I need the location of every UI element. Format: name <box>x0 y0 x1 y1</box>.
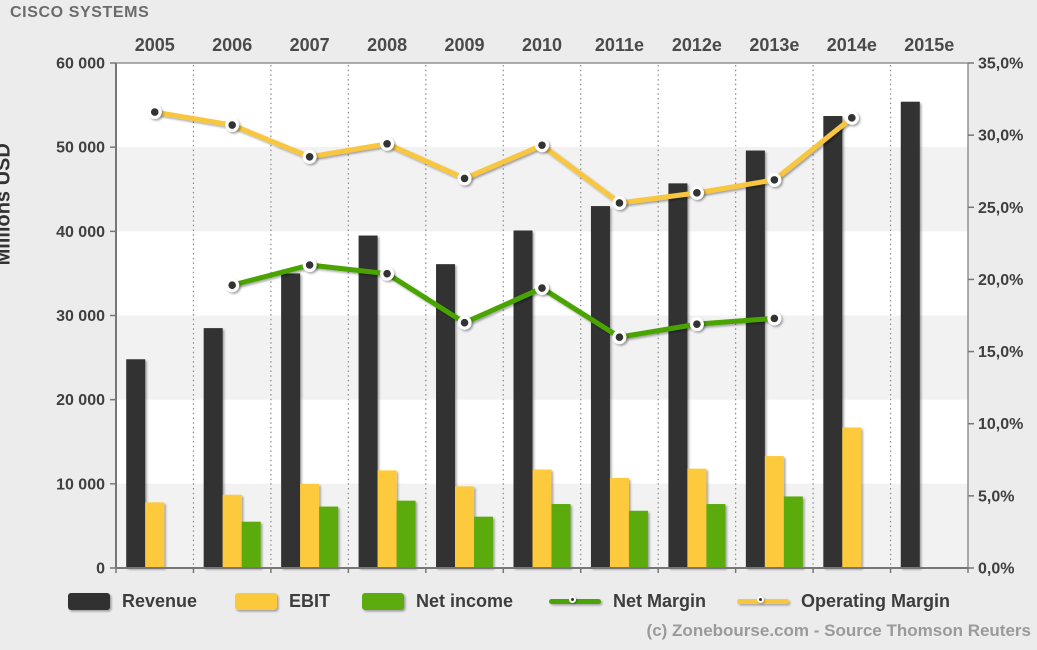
revenue-bar-2010 <box>513 230 533 568</box>
operating-margin-point <box>770 176 779 184</box>
net-income-bar-2007 <box>319 506 339 568</box>
left-axis-tick-label: 20 000 <box>56 392 105 409</box>
legend-label: EBIT <box>289 590 331 611</box>
legend-item-ebit: EBIT <box>235 589 330 613</box>
right-axis-tick-label: 15,0% <box>978 344 1023 361</box>
category-label-2005: 2005 <box>135 35 175 55</box>
net-income-bar-2011e <box>628 510 648 568</box>
left-axis-tick-label: 0 <box>96 561 105 578</box>
right-axis-tick-label: 20,0% <box>978 272 1023 289</box>
right-axis-tick-label: 25,0% <box>978 200 1023 217</box>
operating-margin-point <box>305 152 314 161</box>
net-margin-line <box>229 262 777 340</box>
right-axis-tick-label: 5,0% <box>978 488 1014 505</box>
legend: Revenue EBIT Net income Net Margin Opera… <box>0 589 1037 613</box>
left-axis-title: Millions USD <box>0 143 15 266</box>
revenue-bar-2012e <box>668 183 688 568</box>
revenue-bar-2015e <box>900 101 920 568</box>
revenue-bar-2011e <box>590 206 610 569</box>
legend-label: Net Margin <box>613 590 707 611</box>
net-income-bar-2006 <box>241 521 261 568</box>
ebit-bar-2012e <box>687 468 707 568</box>
category-label-2006: 2006 <box>212 35 252 55</box>
ebit-bar-2014e <box>842 427 862 568</box>
copyright-text: (c) Zonebourse.com - Source Thomson Reut… <box>646 621 1031 640</box>
operating-margin-point <box>460 174 469 183</box>
operating-margin-point <box>150 108 159 116</box>
ebit-bar-2008 <box>377 470 397 568</box>
category-label-2014e: 2014e <box>827 35 877 55</box>
net-margin-point <box>770 314 779 323</box>
ebit-bar-2009 <box>455 486 475 568</box>
category-label-2007: 2007 <box>290 35 330 55</box>
category-label-2010: 2010 <box>522 35 562 55</box>
operating-margin-line <box>152 109 855 206</box>
net-income-bar-2010 <box>551 504 571 568</box>
revenue-bar-2007 <box>281 273 301 568</box>
ebit-bar-2007 <box>300 483 320 568</box>
operating-margin-point <box>693 189 701 197</box>
operating-margin-point <box>615 199 624 207</box>
net-margin-point <box>538 284 546 292</box>
legend-item-revenue: Revenue <box>68 589 197 613</box>
category-label-2011e: 2011e <box>595 35 644 55</box>
line-swatch-dot <box>569 595 576 603</box>
net-income-bar-2008 <box>396 500 416 568</box>
right-axis-tick-label: 0,0% <box>978 561 1014 578</box>
right-axis-tick-label: 35,0% <box>978 56 1023 73</box>
net-margin-point <box>383 269 391 278</box>
operating-margin-point <box>383 140 391 148</box>
category-label-2015e: 2015e <box>904 35 954 55</box>
legend-item-net-income: Net income <box>362 589 513 613</box>
category-label-2009: 2009 <box>445 35 485 55</box>
net-income-bar-2013e <box>783 496 803 568</box>
net-margin-line-swatch <box>549 593 601 610</box>
net-margin-point <box>460 318 469 327</box>
revenue-bar-2009 <box>436 264 456 568</box>
legend-item-operating-margin: Operating Margin <box>737 589 950 613</box>
line-swatch-dot <box>757 595 764 603</box>
legend-label: Operating Margin <box>801 590 951 611</box>
ebit-bar-2005 <box>145 502 165 568</box>
legend-label: Net income <box>416 590 514 611</box>
category-label-2012e: 2012e <box>672 35 722 55</box>
left-axis-tick-label: 30 000 <box>56 308 105 325</box>
net-income-swatch <box>362 592 404 610</box>
net-income-bar-2012e <box>706 504 726 568</box>
legend-label: Revenue <box>122 590 198 611</box>
operating-margin-point <box>228 121 236 129</box>
operating-margin-line-swatch <box>737 593 789 610</box>
ebit-bar-2006 <box>222 494 242 568</box>
net-margin-point <box>693 320 701 328</box>
net-income-bar-2009 <box>474 516 494 568</box>
right-axis-tick-label: 30,0% <box>978 128 1023 145</box>
revenue-bar-2006 <box>203 328 223 568</box>
revenue-bar-2008 <box>358 235 378 568</box>
net-margin-point <box>305 261 314 269</box>
legend-item-net-margin: Net Margin <box>549 589 706 613</box>
left-axis-tick-label: 40 000 <box>56 224 105 241</box>
ebit-swatch <box>235 592 277 610</box>
chart-title: CISCO SYSTEMS <box>10 4 150 21</box>
revenue-bar-2005 <box>126 359 146 568</box>
revenue-swatch <box>68 592 110 610</box>
category-label-2008: 2008 <box>367 35 407 55</box>
ebit-bar-2013e <box>764 456 784 568</box>
left-axis-tick-label: 50 000 <box>56 140 105 157</box>
revenue-bar-2013e <box>745 150 765 569</box>
operating-margin-point <box>848 114 856 122</box>
ebit-bar-2010 <box>532 469 552 568</box>
operating-margin-point <box>538 141 546 150</box>
left-axis-tick-label: 10 000 <box>56 476 105 493</box>
left-axis-tick-label: 60 000 <box>56 56 105 73</box>
ebit-bar-2011e <box>609 477 629 568</box>
category-label-2013e: 2013e <box>749 35 799 55</box>
revenue-bar-2014e <box>823 116 843 569</box>
right-axis-tick-label: 10,0% <box>978 416 1023 433</box>
net-margin-point <box>615 333 624 341</box>
net-margin-point <box>228 281 236 290</box>
